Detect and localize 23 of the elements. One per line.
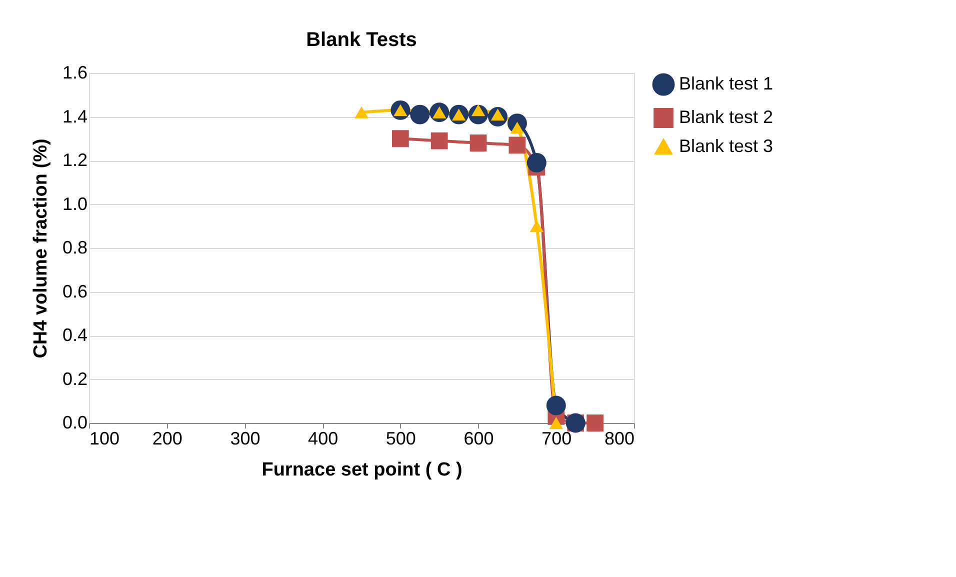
legend-label: Blank test 3 [679, 136, 774, 156]
x-tick-label: 200 [152, 428, 182, 448]
y-tick-label: 0.8 [62, 238, 88, 258]
x-tick-label: 800 [604, 428, 634, 448]
y-tick-label: 0.0 [62, 412, 88, 432]
x-tick-label: 500 [386, 428, 416, 448]
y-tick-label: 1.6 [62, 62, 88, 82]
y-tick-label: 0.4 [62, 325, 88, 345]
y-tick-label: 1.2 [62, 150, 88, 170]
y-tick-label: 1.0 [62, 194, 88, 214]
x-tick-label: 700 [542, 428, 572, 448]
y-tick-label: 0.2 [62, 368, 88, 389]
x-tick-label: 600 [464, 428, 494, 448]
y-axis-title: CH4 volume fraction (%) [30, 138, 52, 358]
x-tick-label: 400 [308, 428, 338, 448]
legend-label: Blank test 1 [679, 74, 774, 94]
chart-title: Blank Tests [306, 29, 417, 51]
x-tick-label: 100 [90, 428, 120, 448]
y-tick-label: 1.4 [62, 106, 88, 126]
x-tick-label: 300 [230, 428, 260, 448]
y-tick-label: 0.6 [62, 281, 88, 302]
x-axis-title: Furnace set point ( C ) [262, 460, 462, 480]
legend-label: Blank test 2 [679, 107, 774, 127]
